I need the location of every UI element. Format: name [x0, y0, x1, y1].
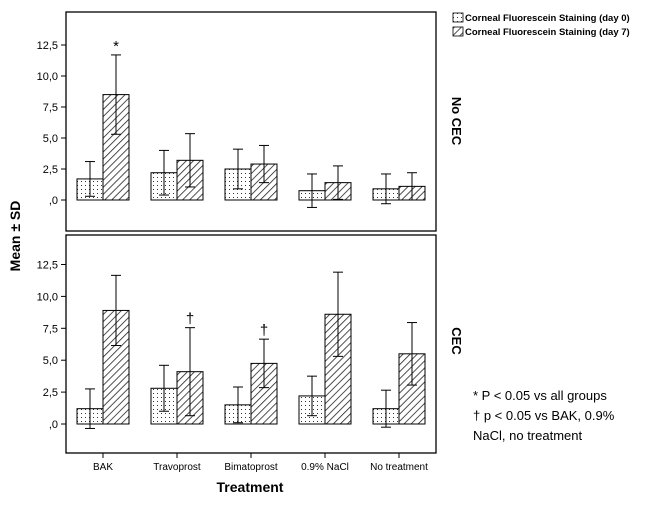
footnotes: * P < 0.05 vs all groups † p < 0.05 vs B… [473, 388, 615, 443]
y-tick-label: 10,0 [37, 291, 58, 303]
panel-bottom-label: CEC [449, 327, 464, 355]
y-tick-label: ,0 [49, 195, 58, 207]
y-tick-label: 7,5 [43, 102, 58, 114]
y-tick-label: 5,0 [43, 355, 58, 367]
legend-swatch-day0 [452, 12, 464, 23]
panel-bottom: CEC 12,5 10,0 7,5 5,0 2,5 ,0 † † [37, 234, 464, 454]
y-tick-label: ,0 [49, 419, 58, 431]
y-axis-label: Mean ± SD [7, 201, 23, 272]
x-tick-label-no-treatment: No treatment [370, 462, 428, 473]
y-tick-label: 12,5 [37, 40, 58, 52]
panel-top-frame [65, 11, 437, 232]
panel-bottom-plot: 12,5 10,0 7,5 5,0 2,5 ,0 † † [37, 260, 426, 431]
panel-top-plot: 12,5 10,0 7,5 5,0 2,5 ,0 * [37, 38, 426, 208]
y-tick-label: 2,5 [43, 387, 58, 399]
significance-marker: † [186, 311, 194, 328]
y-tick-label: 2,5 [43, 164, 58, 176]
x-tick-label-bimatoprost: Bimatoprost [224, 462, 278, 473]
x-axis-ticks: BAK Travoprost Bimatoprost 0.9% NaCl No trea… [93, 453, 428, 473]
footnote-significance-bak-cont: NaCl, no treatment [473, 428, 582, 443]
significance-marker: * [113, 38, 119, 55]
x-tick-label-travoprost: Travoprost [153, 462, 201, 473]
legend-swatch-day7 [452, 26, 464, 37]
legend: Corneal Fluorescein Staining (day 0) Cor… [452, 12, 630, 38]
y-tick-label: 12,5 [37, 260, 58, 272]
x-axis-label: Treatment [217, 479, 284, 495]
panel-top: No CEC 12,5 10,0 7,5 5,0 2,5 ,0 * [37, 11, 464, 232]
footnote-significance-all: * P < 0.05 vs all groups [473, 388, 607, 403]
x-tick-label-bak: BAK [93, 462, 113, 473]
significance-marker: † [260, 322, 268, 339]
panel-top-label: No CEC [449, 97, 464, 146]
y-tick-label: 7,5 [43, 323, 58, 335]
y-tick-label: 5,0 [43, 133, 58, 145]
footnote-significance-bak: † p < 0.05 vs BAK, 0.9% [473, 408, 615, 423]
y-tick-label: 10,0 [37, 71, 58, 83]
x-tick-label-0-9-nacl: 0.9% NaCl [301, 462, 349, 473]
legend-label-day0: Corneal Fluorescein Staining (day 0) [465, 13, 630, 24]
legend-label-day7: Corneal Fluorescein Staining (day 7) [465, 27, 630, 38]
